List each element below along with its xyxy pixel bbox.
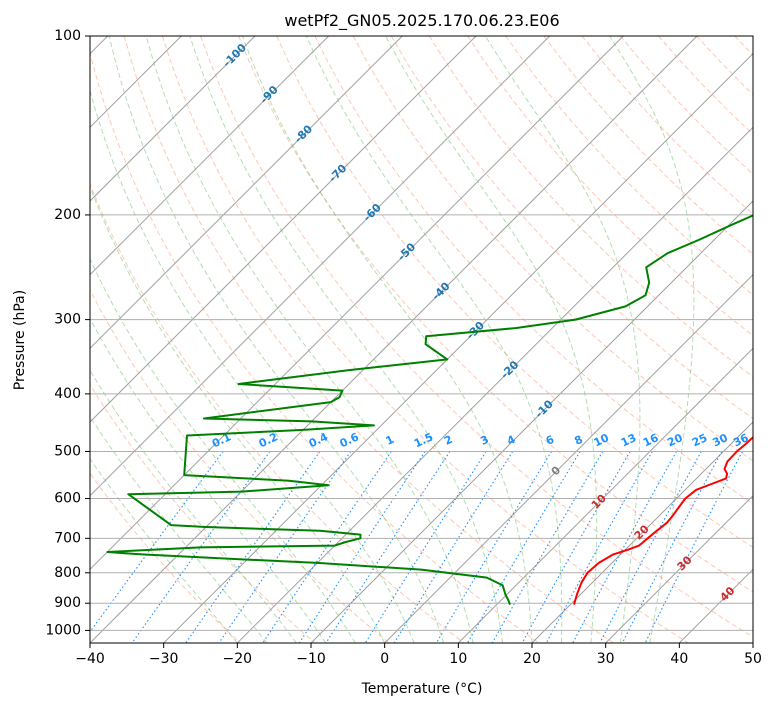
- mixing-ratio-line: [325, 451, 451, 643]
- mixing-ratio-label: 30: [710, 431, 730, 449]
- moist-adiabat: [609, 36, 695, 643]
- y-tick-label: 800: [54, 565, 81, 581]
- moist-adiabat: [145, 36, 474, 643]
- temperature-profile: [573, 435, 753, 605]
- moist-adiabat: [305, 36, 563, 643]
- isotherm: [163, 52, 753, 643]
- dry-adiabat: [505, 36, 753, 296]
- mixing-ratio-line: [621, 451, 723, 643]
- moist-adiabat: [108, 36, 445, 643]
- x-tick-label: −30: [149, 651, 179, 667]
- moist-adiabat: [90, 185, 386, 643]
- y-tick-label: 200: [54, 207, 81, 223]
- isotherm: [90, 36, 551, 497]
- mixing-ratio-label: 16: [641, 431, 661, 449]
- moist-adiabat: [189, 36, 503, 643]
- mixing-ratio-line: [521, 451, 631, 643]
- isotherm: [90, 36, 330, 276]
- mixing-ratio-line: [218, 451, 352, 643]
- mixing-ratio-line: [393, 451, 514, 643]
- mixing-ratio-line: [262, 451, 392, 643]
- dry-adiabat: [90, 288, 390, 643]
- y-tick-label: 300: [54, 312, 81, 328]
- dry-adiabat: [90, 472, 241, 643]
- x-tick-label: 20: [523, 651, 541, 667]
- background-lines: [90, 36, 753, 643]
- dry-adiabat: [238, 36, 753, 593]
- dry-adiabat: [90, 383, 316, 643]
- y-tick-label: 900: [54, 595, 81, 611]
- isotherm: [90, 36, 403, 350]
- mixing-ratio-line: [298, 451, 426, 643]
- dry-adiabat: [428, 36, 753, 378]
- x-tick-label: 10: [449, 651, 467, 667]
- y-tick-label: 500: [54, 443, 81, 459]
- x-tick-label: −10: [296, 651, 326, 667]
- moist-adiabat: [484, 36, 641, 643]
- moist-adiabat: [241, 36, 533, 643]
- moist-adiabat: [90, 457, 238, 643]
- x-tick-label: 50: [744, 651, 762, 667]
- moist-adiabat: [90, 257, 356, 643]
- moist-adiabat: [90, 415, 268, 643]
- mixing-ratio-line: [644, 451, 743, 643]
- dry-adiabat: [276, 36, 753, 549]
- x-axis: −40 −30 −20 −10 0 10 20 30 40 50: [75, 643, 762, 667]
- y-axis-label: Pressure (hPa): [12, 290, 28, 390]
- dewpoint-profile: [106, 214, 753, 605]
- y-tick-label: 400: [54, 386, 81, 402]
- mixing-ratio-line: [599, 451, 702, 643]
- dry-adiabat: [123, 36, 614, 643]
- isotherm: [90, 36, 256, 202]
- dry-adiabat: [161, 36, 689, 643]
- moist-adiabat: [90, 317, 327, 643]
- isotherm: [90, 36, 477, 423]
- isotherm: [310, 200, 753, 643]
- mixing-ratio-label: 13: [619, 431, 638, 449]
- chart-title: wetPf2_GN05.2025.170.06.23.E06: [284, 11, 559, 31]
- moist-adiabat: [385, 36, 598, 643]
- x-tick-label: 0: [380, 651, 389, 667]
- isotherm: [236, 126, 753, 643]
- y-tick-label: 1000: [45, 622, 81, 638]
- isotherm: [531, 421, 753, 643]
- y-tick-label: 700: [54, 530, 81, 546]
- dry-adiabat: [314, 36, 753, 505]
- y-axis: 100 200 300 400 500 600 700 800 900 1000: [45, 28, 90, 638]
- x-tick-label: −40: [75, 651, 105, 667]
- x-axis-label: Temperature (°C): [361, 681, 483, 697]
- isotherm: [457, 347, 753, 643]
- mixing-ratio-label: 10: [592, 431, 612, 449]
- x-tick-label: −20: [223, 651, 253, 667]
- mixing-ratio-line: [185, 451, 321, 643]
- isotherm: [384, 273, 753, 643]
- x-tick-label: 30: [597, 651, 615, 667]
- mixing-ratio-label: 20: [665, 431, 685, 449]
- y-tick-label: 600: [54, 491, 81, 507]
- isotherm: [90, 36, 624, 571]
- mixing-ratio-line: [572, 451, 677, 643]
- y-tick-label: 100: [54, 28, 81, 44]
- isotherm: [90, 36, 698, 643]
- mixing-ratio-line: [435, 451, 552, 643]
- dry-adiabat: [390, 36, 753, 420]
- dry-adiabat: [90, 50, 540, 643]
- mixing-ratio-line: [545, 451, 653, 643]
- mixing-ratio-line: [90, 451, 224, 633]
- sounding-profiles: [106, 214, 753, 605]
- x-tick-label: 40: [670, 651, 688, 667]
- dry-adiabat: [352, 36, 753, 462]
- mixing-ratio-label: 25: [690, 431, 709, 449]
- plot-frame: [89, 35, 754, 644]
- isotherm: [605, 494, 753, 643]
- pressure-gridlines: [90, 36, 753, 631]
- dry-adiabat: [467, 36, 753, 337]
